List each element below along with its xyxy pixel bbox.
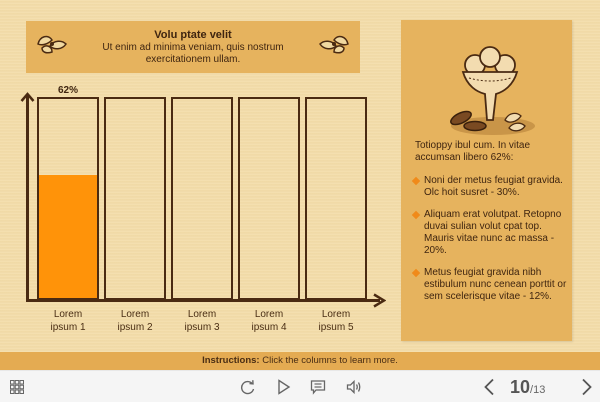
diamond-bullet-icon xyxy=(411,268,421,278)
panel-bullet-list: Noni der metus feugiat gravida. Olc hoit… xyxy=(411,175,567,313)
leaf-ornament-icon xyxy=(37,35,67,54)
list-item-text: Noni der metus feugiat gravida. Olc hoit… xyxy=(424,175,563,198)
volume-icon xyxy=(346,379,361,395)
column-value-label: 62% xyxy=(57,85,78,96)
current-page: 10 xyxy=(510,377,531,397)
replay-button[interactable] xyxy=(236,371,260,402)
ice-cream-sundae-icon xyxy=(450,46,535,135)
next-slide-button[interactable] xyxy=(576,371,598,402)
page-counter: 10/13 xyxy=(510,377,545,398)
play-button[interactable] xyxy=(272,371,296,402)
chevron-right-icon xyxy=(582,378,592,396)
replay-icon xyxy=(241,380,255,395)
diamond-bullet-icon xyxy=(411,210,421,220)
column-label-line: Lorem xyxy=(53,309,83,320)
bar-chart: 62% Lorem ipsum 1 Lorem ipsum 2 Lorem xyxy=(0,80,400,352)
chart-column-4[interactable] xyxy=(238,97,300,300)
column-label-5[interactable]: Lorem ipsum 5 xyxy=(305,308,367,334)
chart-column-3[interactable] xyxy=(171,97,233,300)
column-label-line: ipsum 1 xyxy=(50,322,86,333)
column-label-2[interactable]: Lorem ipsum 2 xyxy=(104,308,166,334)
column-label-line: Lorem xyxy=(254,309,284,320)
y-axis xyxy=(26,96,29,302)
x-axis xyxy=(26,299,380,302)
column-label-line: ipsum 2 xyxy=(117,322,153,333)
slide-title: Volu ptate velit xyxy=(154,29,232,41)
chevron-left-icon xyxy=(484,378,494,396)
list-item-text: Metus feugiat gravida nibh estibulum nun… xyxy=(424,267,567,302)
chart-column-5[interactable] xyxy=(305,97,367,300)
list-item: Aliquam erat volutpat. Retopno duvai sul… xyxy=(411,209,567,257)
column-label-line: Lorem xyxy=(120,309,150,320)
column-label-line: ipsum 5 xyxy=(318,322,354,333)
instructions-label: Instructions: xyxy=(202,355,260,366)
column-label-line: Lorem xyxy=(187,309,217,320)
instructions-text: Click the columns to learn more. xyxy=(259,355,398,366)
title-box: Volu ptate velit Ut enim ad minima venia… xyxy=(26,21,360,73)
column-fill xyxy=(39,174,97,298)
slide-subtitle: Ut enim ad minima veniam, quis nostrum e… xyxy=(102,42,284,65)
diamond-bullet-icon xyxy=(411,176,421,186)
grid-menu-icon xyxy=(10,380,24,394)
list-item-text: Aliquam erat volutpat. Retopno duvai sul… xyxy=(424,209,562,256)
list-item: Metus feugiat gravida nibh estibulum nun… xyxy=(411,267,567,303)
column-label-3[interactable]: Lorem ipsum 3 xyxy=(171,308,233,334)
slide-stage: Volu ptate velit Ut enim ad minima venia… xyxy=(0,0,600,352)
captions-button[interactable] xyxy=(306,371,330,402)
total-pages: /13 xyxy=(530,384,546,396)
column-label-line: ipsum 3 xyxy=(184,322,220,333)
chart-column-1[interactable]: 62% xyxy=(37,85,99,300)
instructions-bar: Instructions: Click the columns to learn… xyxy=(0,352,600,370)
column-label-line: ipsum 4 xyxy=(251,322,287,333)
info-panel: Totioppy ibul cum. In vitae accumsan lib… xyxy=(401,20,572,341)
column-label-1[interactable]: Lorem ipsum 1 xyxy=(37,308,99,334)
play-icon xyxy=(278,379,291,395)
y-axis-arrow-icon xyxy=(20,92,35,102)
leaf-ornament-icon xyxy=(319,35,349,54)
audio-button[interactable] xyxy=(342,371,366,402)
panel-intro-text: Totioppy ibul cum. In vitae accumsan lib… xyxy=(415,140,531,163)
column-label-line: Lorem xyxy=(321,309,351,320)
x-axis-arrow-icon xyxy=(373,293,386,308)
previous-slide-button[interactable] xyxy=(478,371,500,402)
captions-icon xyxy=(310,380,326,395)
list-item: Noni der metus feugiat gravida. Olc hoit… xyxy=(411,175,567,199)
chart-column-2[interactable] xyxy=(104,97,166,300)
player-toolbar: 10/13 xyxy=(0,370,600,402)
column-label-4[interactable]: Lorem ipsum 4 xyxy=(238,308,300,334)
menu-button[interactable] xyxy=(6,371,28,402)
